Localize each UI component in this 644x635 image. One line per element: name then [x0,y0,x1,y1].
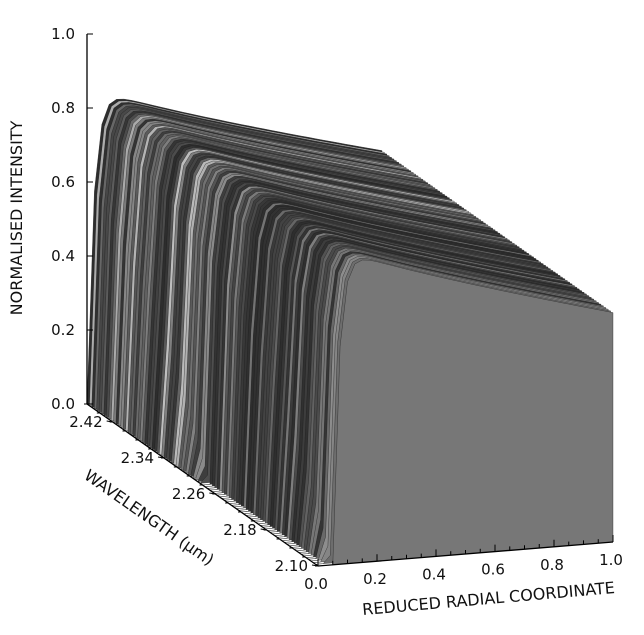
x-tick-label: 0.4 [422,565,446,583]
z-axis-title: NORMALISED INTENSITY [7,120,26,315]
z-tick-label: 0.2 [51,321,75,339]
x-tick-label: 0.2 [363,570,387,588]
z-tick-label: 0.6 [51,173,75,191]
surface-plot [86,98,614,567]
x-tick-label: 0.0 [304,575,328,593]
z-tick-label: 0.4 [51,247,75,265]
z-tick-label: 1.0 [51,25,75,43]
surface-strip [317,259,614,567]
z-axis: 0.0 0.2 0.4 0.6 0.8 1.0 NORMALISED INTENSITY [7,25,93,413]
y-tick-label: 2.34 [121,449,154,467]
x-axis-title: REDUCED RADIAL COORDINATE [361,578,615,619]
x-tick-label: 0.6 [481,561,505,579]
y-tick-label: 2.18 [223,521,256,539]
y-tick-label: 2.42 [69,413,102,431]
z-tick-label: 0.8 [51,99,75,117]
z-tick-label: 0.0 [51,395,75,413]
x-tick-label: 1.0 [599,551,623,569]
y-tick-label: 2.26 [172,485,205,503]
y-tick-label: 2.10 [275,557,308,575]
x-tick-label: 0.8 [540,556,564,574]
